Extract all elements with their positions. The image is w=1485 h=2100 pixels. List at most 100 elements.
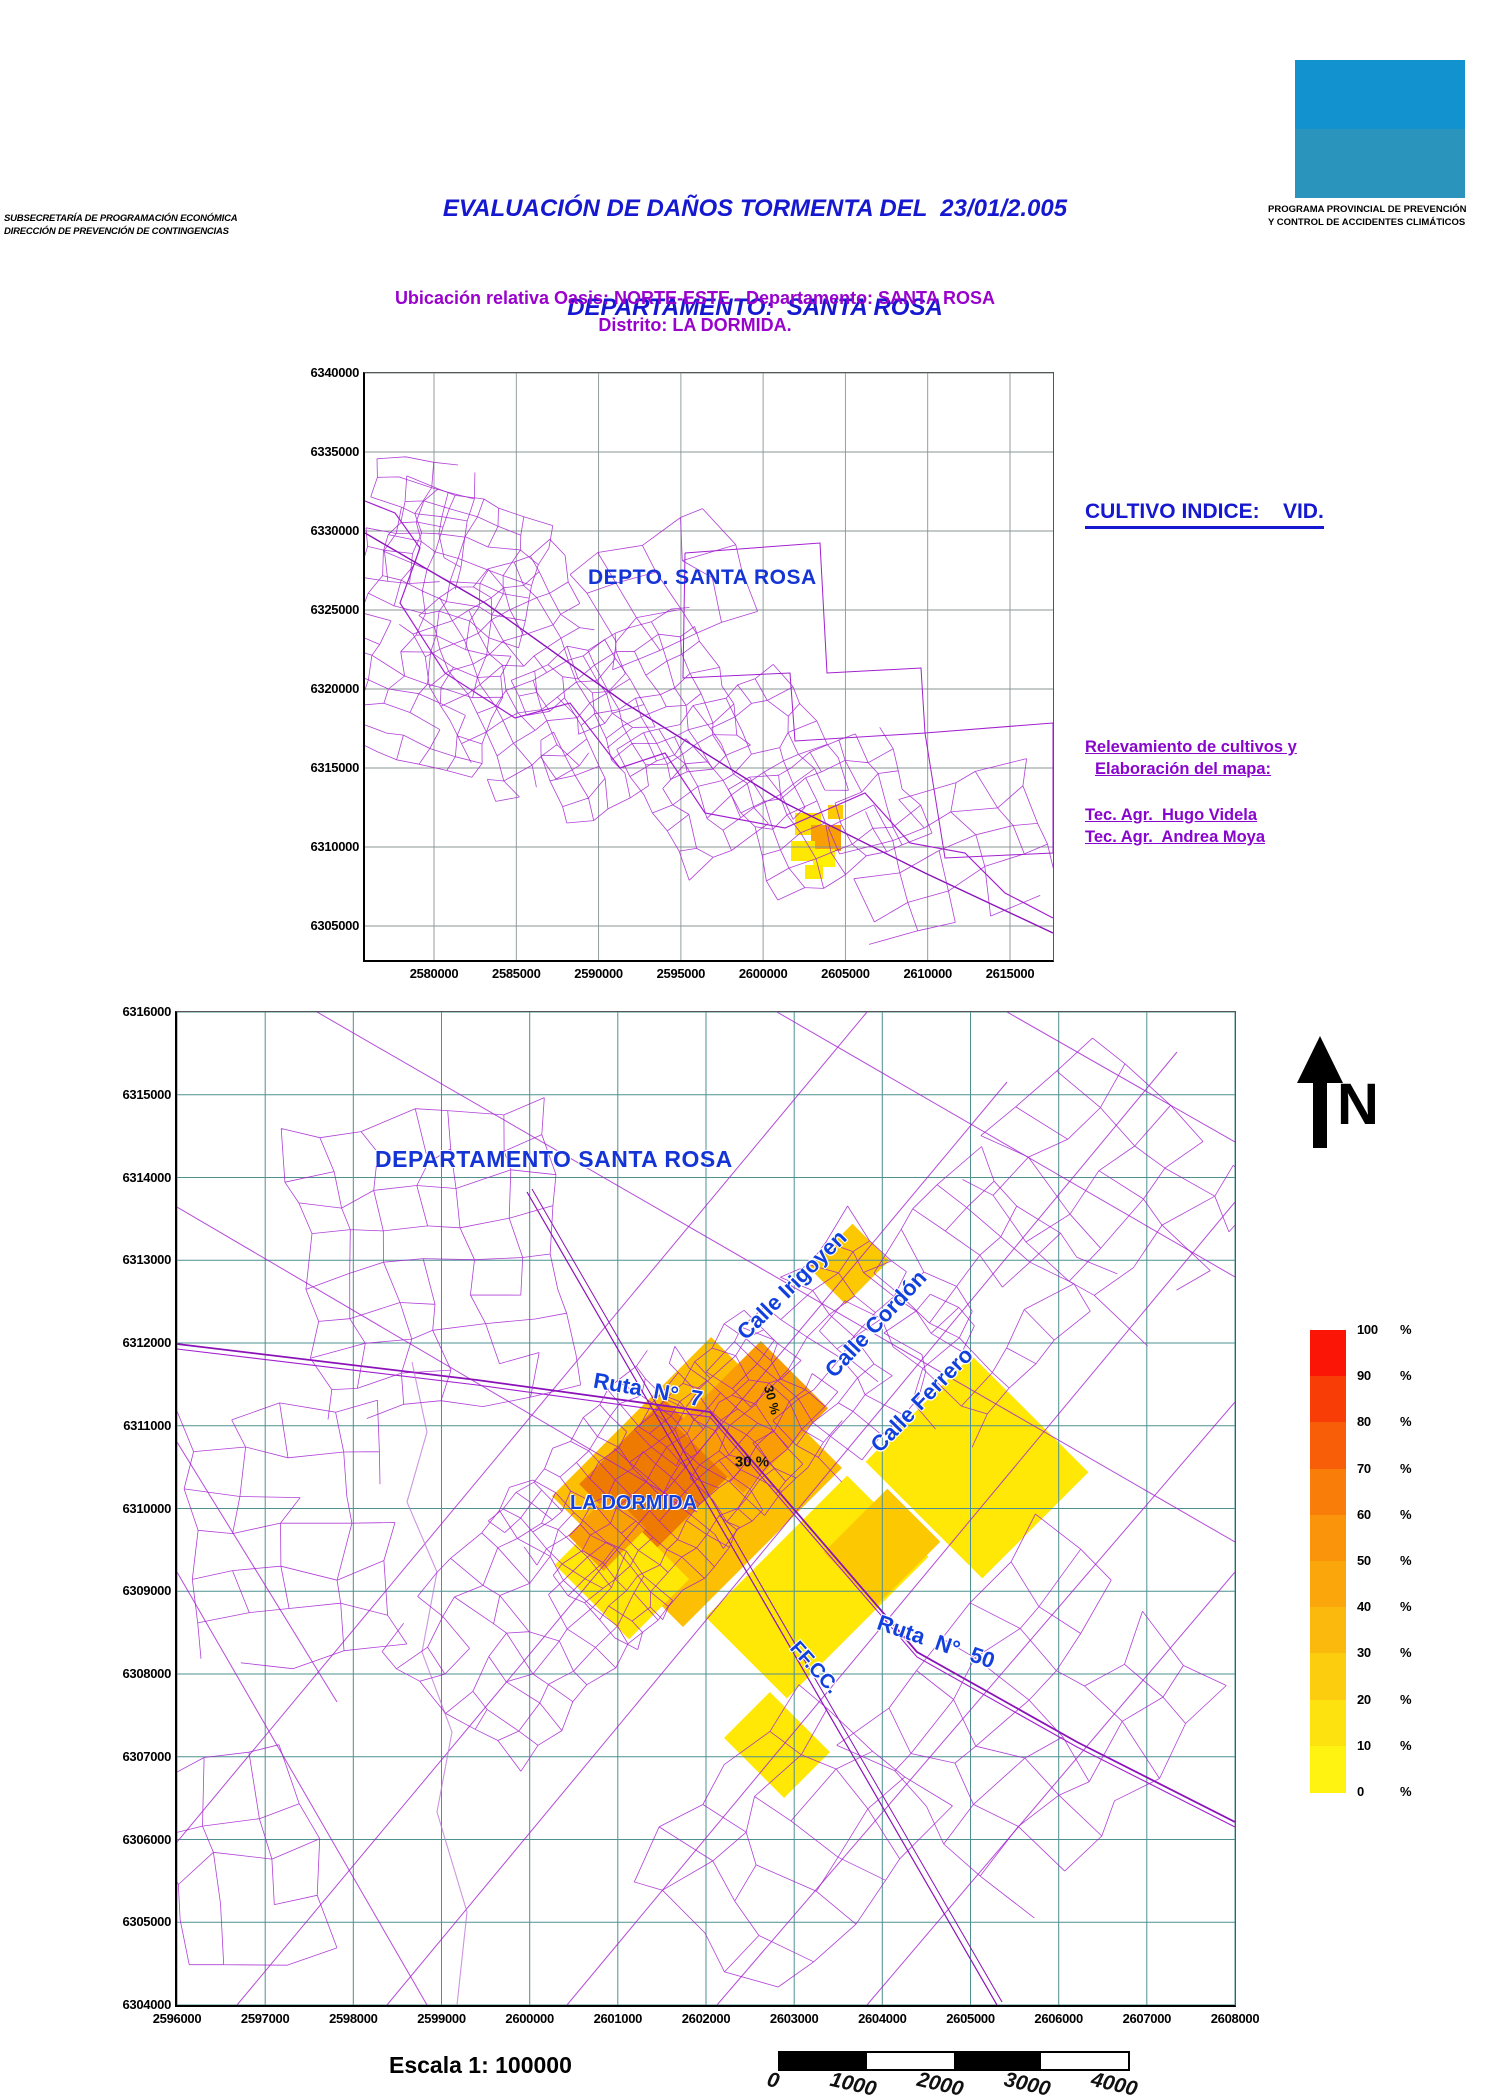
y-tick-label: 6308000: [122, 1666, 171, 1681]
x-tick-label: 2615000: [985, 966, 1035, 981]
program-logo-bottom: [1295, 129, 1465, 198]
legend-unit: %: [1400, 1506, 1412, 1522]
legend-value: 60: [1357, 1506, 1371, 1522]
x-tick-label: 2595000: [656, 966, 706, 981]
y-tick-label: 6315000: [122, 1086, 171, 1102]
title-line2: DEPARTAMENTO: SANTA ROSA: [567, 294, 943, 321]
legend-unit: %: [1400, 1645, 1412, 1661]
north-arrow-icon: [1297, 1036, 1343, 1148]
y-tick-label: 6314000: [122, 1169, 171, 1185]
y-tick-label: 6305000: [122, 1914, 171, 1930]
program-line2: Y CONTROL DE ACCIDENTES CLIMÁTICOS: [1268, 217, 1466, 228]
north-letter: N: [1337, 1072, 1379, 1137]
y-tick-label: 6335000: [310, 444, 359, 459]
legend-color-band: [1310, 1514, 1346, 1562]
subtitle-line2: Distrito: LA DORMIDA.: [598, 315, 792, 335]
y-tick-label: 6340000: [310, 365, 359, 380]
legend-value: 70: [1357, 1460, 1371, 1476]
damage-annotation: 30 %: [734, 1453, 770, 1471]
scale-bar-segment: [954, 2053, 1041, 2069]
credits-tech1: Tec. Agr. Hugo Videla: [1085, 806, 1258, 824]
x-tick-label: 2590000: [574, 966, 623, 981]
x-tick-label: 2585000: [492, 966, 541, 981]
legend-value: 50: [1357, 1553, 1371, 1568]
legend-color-band: [1310, 1376, 1346, 1423]
program-caption: PROGRAMA PROVINCIAL DE PREVENCIÓN Y CONT…: [1268, 203, 1485, 229]
scale-bar-label: 2000: [914, 2068, 966, 2100]
x-tick-label: 2597000: [240, 2011, 290, 2026]
y-tick-label: 6309000: [122, 1583, 171, 1599]
y-tick-label: 6316000: [122, 1004, 171, 1019]
title-line1: EVALUACIÓN DE DAÑOS TORMENTA DEL 23/01/2…: [442, 195, 1068, 222]
legend-unit: %: [1400, 1599, 1412, 1615]
x-tick-label: 2605000: [946, 2011, 995, 2026]
crop-index-label: CULTIVO INDICE: VID.: [1085, 500, 1324, 529]
y-tick-label: 6313000: [122, 1252, 171, 1268]
x-tick-label: 2598000: [329, 2011, 378, 2026]
legend-value: 40: [1357, 1599, 1371, 1615]
x-tick-label: 2596000: [152, 2011, 202, 2026]
x-tick-label: 2608000: [1210, 2011, 1260, 2026]
legend-color-band: [1310, 1607, 1346, 1654]
detail-map-title: DEPARTAMENTO SANTA ROSA: [375, 1146, 733, 1172]
x-tick-label: 2604000: [858, 2011, 907, 2026]
legend-unit: %: [1400, 1553, 1412, 1568]
scale-bar-segment: [1041, 2053, 1128, 2069]
x-tick-label: 2607000: [1122, 2011, 1172, 2026]
page-title: EVALUACIÓN DE DAÑOS TORMENTA DEL 23/01/2…: [350, 126, 1160, 390]
agency-line2: DIRECCIÓN DE PREVENCIÓN DE CONTINGENCIAS: [4, 226, 229, 237]
y-tick-label: 6320000: [310, 681, 359, 696]
y-tick-label: 6330000: [310, 523, 359, 538]
scale-bar-label: 3000: [1001, 2068, 1053, 2100]
scale-bar-label: 0: [764, 2068, 782, 2094]
y-tick-label: 6312000: [122, 1335, 171, 1350]
credits-line1: Relevamiento de cultivos y: [1085, 738, 1297, 756]
legend-value: 30: [1357, 1645, 1371, 1661]
y-tick-label: 6310000: [310, 839, 359, 854]
place-label-la-dormida: LA DORMIDA: [570, 1492, 698, 1514]
x-tick-label: 2602000: [681, 2011, 731, 2026]
legend-unit: %: [1400, 1414, 1412, 1430]
scale-bar-label: 1000: [827, 2068, 879, 2100]
legend-value: 20: [1357, 1691, 1371, 1707]
overview-map-canvas: [365, 373, 1053, 960]
overview-map-title: DEPTO. SANTA ROSA: [588, 566, 817, 589]
legend-color-band: [1310, 1561, 1346, 1608]
legend-color-band: [1310, 1745, 1346, 1793]
scale-text: Escala 1: 100000: [389, 2052, 572, 2078]
program-logo-top: [1295, 60, 1465, 129]
subtitle-line1: Ubicación relativa Oasis: NORTE-ESTE - D…: [394, 288, 996, 308]
overview-map: DEPTO. SANTA ROSA: [365, 373, 1053, 960]
x-tick-label: 2603000: [769, 2011, 819, 2026]
agency-caption: SUBSECRETARÍA DE PROGRAMACIÓN ECONÓMICA …: [4, 212, 238, 238]
x-tick-label: 2610000: [903, 966, 952, 981]
legend-value: 90: [1357, 1368, 1371, 1384]
y-tick-label: 6315000: [310, 760, 359, 775]
location-subtitle: Ubicación relativa Oasis: NORTE-ESTE - D…: [300, 285, 1090, 339]
y-tick-label: 6306000: [122, 1831, 171, 1847]
legend-value: 10: [1357, 1737, 1371, 1753]
legend-unit: %: [1400, 1784, 1412, 1799]
legend-color-band: [1310, 1468, 1346, 1516]
credits-tech2: Tec. Agr. Andrea Moya: [1085, 828, 1266, 846]
y-tick-label: 6325000: [310, 602, 359, 617]
detail-map-canvas: [177, 1012, 1235, 2005]
credits-block: Relevamiento de cultivos y Elaboración d…: [1085, 736, 1297, 848]
legend-value: 80: [1357, 1414, 1371, 1430]
x-tick-label: 2601000: [593, 2011, 643, 2026]
x-tick-label: 2600000: [738, 966, 788, 981]
legend-unit: %: [1400, 1322, 1412, 1337]
legend-value: 0: [1357, 1784, 1364, 1799]
north-arrow: N: [1297, 1036, 1417, 1156]
program-logo: [1295, 60, 1465, 198]
y-tick-label: 6311000: [123, 1417, 171, 1433]
y-tick-label: 6305000: [310, 918, 359, 933]
legend-unit: %: [1400, 1737, 1412, 1753]
scale-bar-segment: [867, 2053, 954, 2069]
legend-unit: %: [1400, 1460, 1412, 1476]
x-tick-label: 2580000: [409, 966, 459, 981]
legend-color-band: [1310, 1699, 1346, 1747]
legend-color-band: [1310, 1653, 1346, 1701]
legend-color-band: [1310, 1330, 1346, 1377]
